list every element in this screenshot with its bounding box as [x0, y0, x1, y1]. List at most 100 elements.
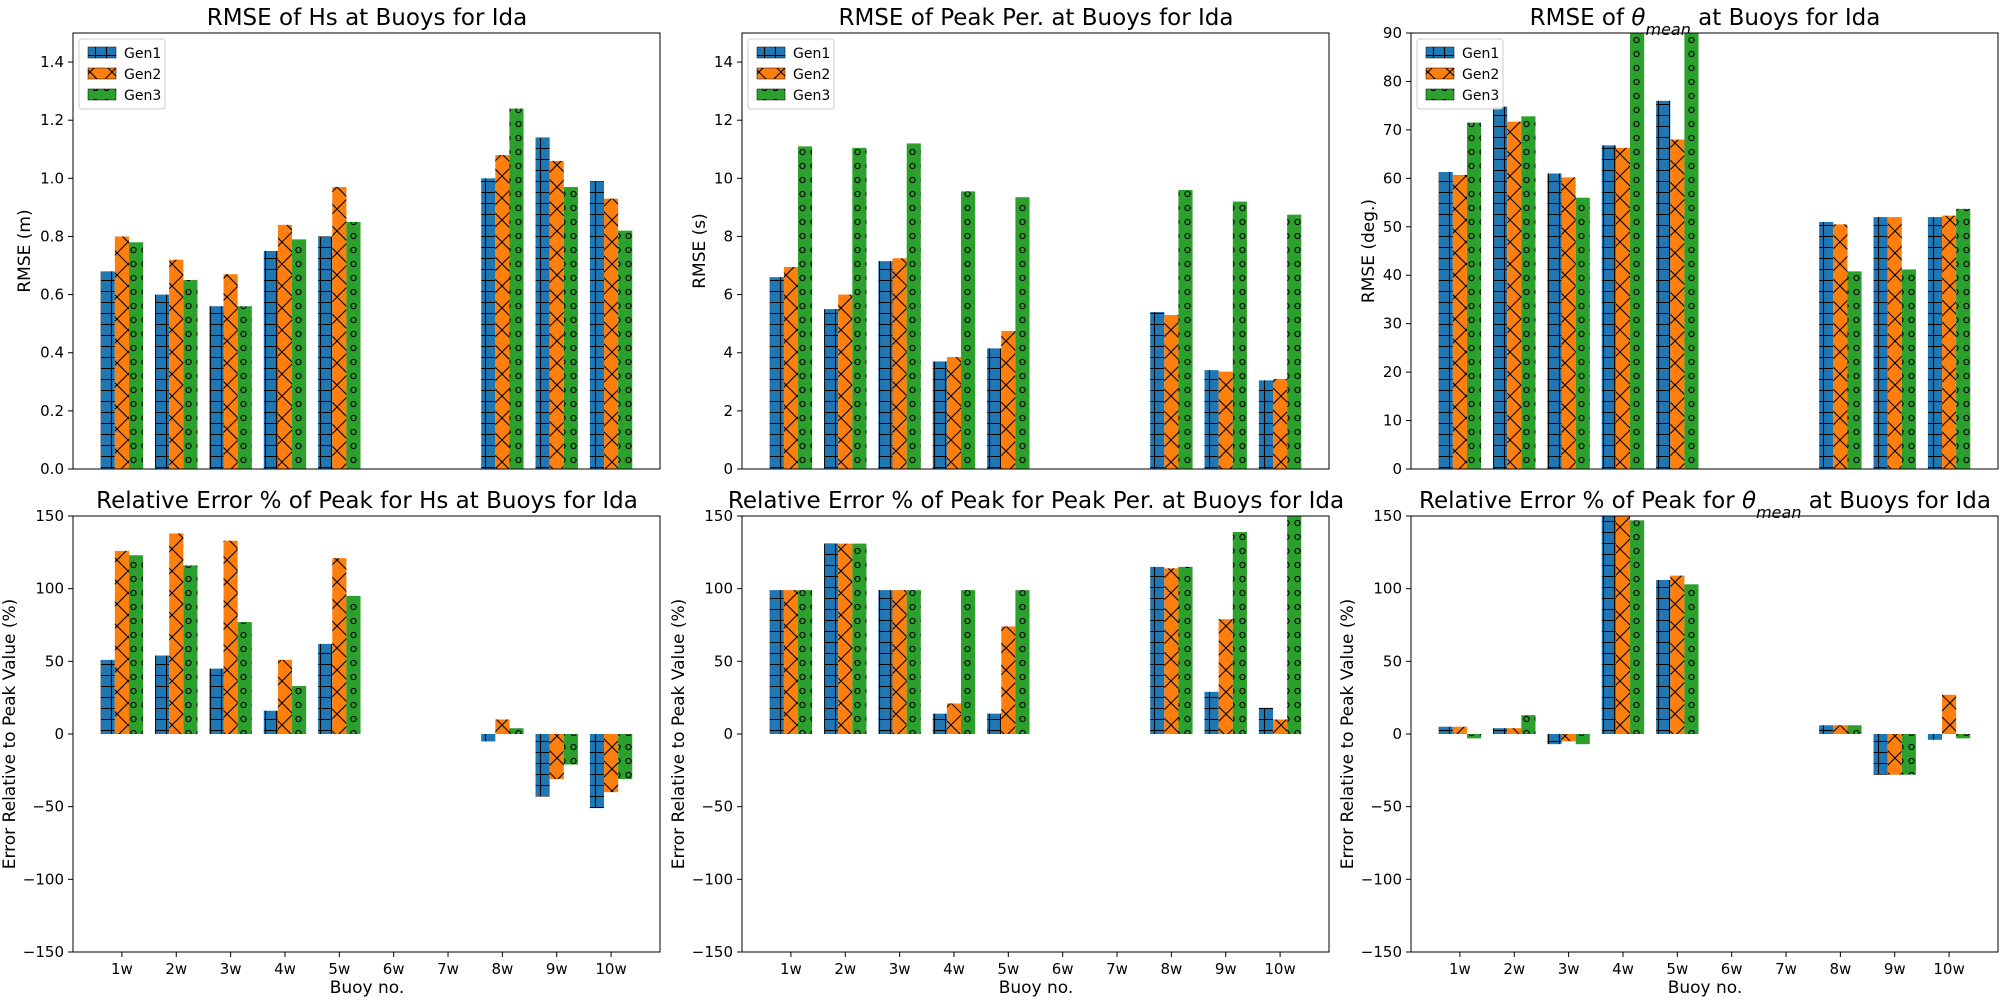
bar-gen2-9w [549, 160, 564, 469]
legend-swatch-gen3 [1425, 88, 1455, 101]
y-tick-label: 50 [714, 652, 733, 670]
bar-gen1-4w [932, 361, 947, 469]
bar-group [100, 533, 633, 809]
bar-gen1-9w [1873, 217, 1888, 469]
bar-gen2-10w [1942, 694, 1957, 734]
bar-gen1-3w [209, 668, 224, 734]
bar-gen1-5w [1656, 579, 1671, 734]
bar-gen3-8w [509, 728, 524, 734]
panel-title: Relative Error % of Peak for θmean at Bu… [1419, 488, 1991, 522]
y-tick-label: 100 [704, 580, 733, 598]
x-tick-label: 2w [834, 960, 856, 978]
bar-gen1-5w [987, 348, 1002, 469]
x-tick-label: 4w [943, 960, 965, 978]
legend-label-gen2: Gen2 [124, 67, 161, 83]
legend-swatch-gen3 [87, 88, 117, 101]
bar-gen3-4w [1630, 520, 1645, 734]
y-tick-label: 8 [723, 227, 733, 245]
bar-gen2-3w [223, 274, 238, 469]
bar-gen2-9w [1887, 734, 1902, 775]
bar-gen3-5w [1684, 33, 1699, 469]
bar-gen1-9w [535, 137, 550, 469]
x-axis-label: Buoy no. [999, 978, 1074, 998]
bar-gen2-2w [838, 294, 853, 469]
x-tick-label: 3w [220, 960, 242, 978]
y-tick-label: 100 [1373, 580, 1402, 598]
bar-gen1-10w [1258, 380, 1274, 469]
bar-gen3-10w [1956, 734, 1971, 739]
plot-frame [72, 32, 661, 470]
plot-frame [741, 515, 1330, 953]
bar-gen1-10w [1927, 217, 1943, 469]
bar-gen1-1w [100, 659, 115, 734]
bar-gen3-10w [1287, 516, 1302, 734]
bar-gen1-5w [987, 713, 1002, 734]
y-tick-label: 30 [1383, 315, 1402, 333]
y-tick-label: 0 [54, 725, 64, 743]
x-tick-label: 10w [595, 960, 626, 978]
bar-gen1-8w [1150, 566, 1165, 734]
bar-gen1-8w [1819, 221, 1834, 469]
bar-gen3-3w [1575, 734, 1590, 745]
bar-gen3-9w [563, 734, 578, 765]
bar-gen2-9w [1218, 619, 1233, 734]
y-axis-label: RMSE (s) [690, 213, 710, 289]
bar-gen1-1w [769, 590, 784, 734]
y-axis-label: RMSE (deg.) [1359, 199, 1379, 303]
y-tick-label: 150 [704, 507, 733, 525]
bar-gen1-10w [1927, 734, 1943, 740]
panel-title: RMSE of θmean at Buoys for Ida [1530, 5, 1881, 39]
bar-gen2-4w [946, 703, 962, 734]
tick-group: 0 10 20 30 40 50 60 70 80 90 [1383, 24, 1411, 478]
y-tick-label: −100 [692, 870, 733, 888]
bar-gen2-8w [1833, 725, 1848, 734]
legend-swatch-gen2 [756, 67, 786, 80]
plot-frame [741, 32, 1330, 470]
bar-gen2-3w [1561, 177, 1576, 470]
panel-title: RMSE of Hs at Buoys for Ida [207, 5, 528, 31]
x-axis-label: Buoy no. [1668, 978, 1743, 998]
bar-gen2-1w [783, 590, 798, 734]
bar-gen1-1w [769, 277, 784, 469]
y-tick-label: 0.8 [40, 227, 64, 245]
x-tick-label: 5w [997, 960, 1019, 978]
bar-gen2-2w [169, 533, 184, 734]
bar-gen3-8w [1178, 189, 1193, 469]
y-tick-label: 2 [723, 402, 733, 420]
bar-gen1-2w [824, 309, 839, 469]
bar-gen1-10w [589, 181, 605, 470]
y-tick-label: −100 [1361, 870, 1402, 888]
bar-gen2-5w [1001, 330, 1016, 469]
bar-gen1-3w [1547, 734, 1562, 745]
y-tick-label: 100 [35, 580, 64, 598]
bar-gen2-8w [1164, 314, 1179, 469]
y-tick-label: −150 [692, 943, 733, 961]
panel-peak-period-rmse: RMSE of Peak Per. at Buoys for Ida RMSE … [690, 5, 1330, 478]
legend-label-gen2: Gen2 [1462, 67, 1499, 83]
y-tick-label: −150 [23, 943, 64, 961]
bar-gen1-2w [155, 294, 170, 469]
legend-swatch-gen1 [756, 46, 786, 59]
legend: Gen1 Gen2 Gen3 [1416, 38, 1504, 110]
y-axis-label: Error Relative to Peak Value (%) [1338, 599, 1358, 870]
x-tick-label: 6w [383, 960, 405, 978]
bar-gen3-4w [1630, 33, 1645, 469]
bar-gen1-9w [1204, 370, 1219, 469]
bar-gen1-5w [1656, 100, 1671, 469]
bar-gen3-8w [1847, 271, 1862, 469]
y-tick-label: 12 [714, 111, 733, 129]
bar-gen1-9w [1873, 734, 1888, 775]
bar-gen2-9w [1887, 217, 1902, 469]
x-tick-label: 9w [1215, 960, 1237, 978]
bar-gen3-10w [1956, 208, 1971, 469]
bar-gen2-8w [1833, 224, 1848, 469]
bar-gen2-1w [1452, 726, 1467, 734]
y-axis-label: Error Relative to Peak Value (%) [0, 599, 20, 870]
bar-gen2-4w [277, 659, 293, 734]
x-tick-label: 9w [1884, 960, 1906, 978]
tick-group: 0.0 0.2 0.4 0.6 0.8 1.0 1.2 1.4 [40, 53, 73, 478]
bar-gen2-5w [332, 558, 347, 734]
bar-gen3-1w [797, 146, 813, 470]
bar-gen2-5w [1001, 626, 1016, 734]
